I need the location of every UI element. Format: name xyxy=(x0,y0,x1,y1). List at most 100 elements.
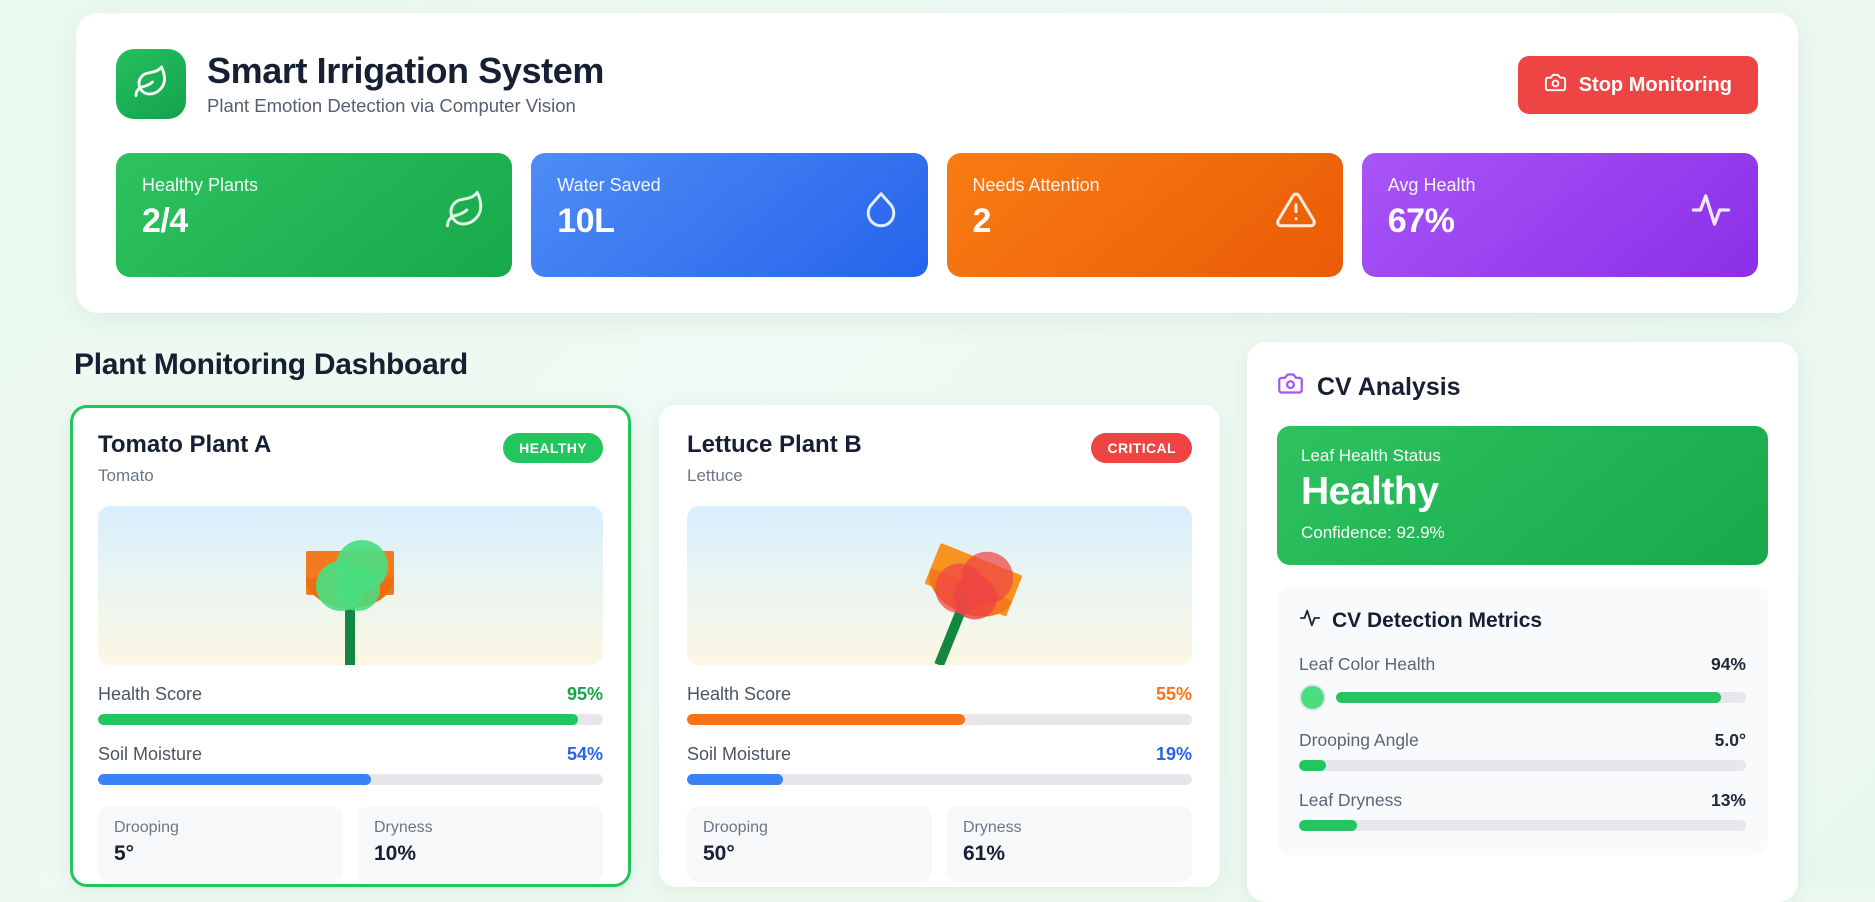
plant-identity: Lettuce Plant B Lettuce xyxy=(687,431,862,486)
pulse-icon xyxy=(1299,607,1321,635)
cv-metric-bar-fill xyxy=(1299,760,1326,771)
plant-name: Lettuce Plant B xyxy=(687,431,862,458)
drooping-label: Drooping xyxy=(114,819,179,836)
cv-metric-bar-wrap xyxy=(1299,760,1746,771)
stat-value: 10L xyxy=(557,202,615,240)
stat-label: Needs Attention xyxy=(972,175,1100,195)
stop-monitoring-label: Stop Monitoring xyxy=(1578,73,1732,96)
dashboard-title: Plant Monitoring Dashboard xyxy=(74,348,468,381)
soil-moisture-bar xyxy=(98,774,603,785)
drooping-value: 50° xyxy=(703,842,735,865)
header-panel: Smart Irrigation System Plant Emotion De… xyxy=(76,13,1798,313)
stat-card-water-saved[interactable]: Water Saved 10L xyxy=(531,153,928,277)
header-top-row: Smart Irrigation System Plant Emotion De… xyxy=(116,49,1758,119)
plant-cards-area: Tomato Plant A Tomato HEALTHY Health Sco… xyxy=(70,405,1240,887)
stat-value: 67% xyxy=(1387,202,1455,240)
stat-text: Needs Attention 2 xyxy=(973,175,1100,241)
confidence-text: Confidence: 92.9% xyxy=(1301,523,1445,542)
brand-text: Smart Irrigation System Plant Emotion De… xyxy=(207,51,604,116)
soil-moisture-value: 19% xyxy=(1155,744,1192,764)
stat-label: Avg Health xyxy=(1387,175,1476,195)
plant-graphic xyxy=(306,540,394,665)
health-score-label: Health Score xyxy=(687,684,792,704)
cv-metric-drooping-angle: Drooping Angle 5.0° xyxy=(1299,730,1746,771)
plant-card-header: Lettuce Plant B Lettuce CRITICAL xyxy=(687,431,1192,486)
soil-moisture-value: 54% xyxy=(566,744,603,764)
cv-metric-value: 5.0° xyxy=(1714,730,1746,750)
stat-label: Water Saved xyxy=(557,175,661,195)
cv-metric-bar-fill xyxy=(1299,820,1358,831)
plant-illustration xyxy=(98,506,603,665)
soil-moisture-label: Soil Moisture xyxy=(687,744,792,764)
page-title: Smart Irrigation System xyxy=(207,50,604,92)
health-score-bar xyxy=(687,714,1192,725)
leaf-icon xyxy=(133,64,169,105)
health-score-value: 55% xyxy=(1155,684,1192,704)
leaf-health-status-card: Leaf Health Status Healthy Confidence: 9… xyxy=(1277,426,1768,565)
cv-detection-metrics-label: CV Detection Metrics xyxy=(1332,609,1543,632)
dryness-value: 61% xyxy=(963,842,1006,865)
stat-value: 2 xyxy=(972,202,992,240)
soil-moisture-bar-fill xyxy=(687,774,783,785)
status-badge: CRITICAL xyxy=(1091,433,1192,463)
soil-moisture-row: Soil Moisture 19% xyxy=(687,744,1192,765)
dryness-box: Dryness 10% xyxy=(358,806,603,882)
leaf-health-status-label: Leaf Health Status xyxy=(1301,446,1441,465)
drooping-value: 5° xyxy=(114,842,135,865)
stat-text: Healthy Plants 2/4 xyxy=(142,175,258,241)
cv-metric-bar xyxy=(1299,820,1746,831)
plant-name: Tomato Plant A xyxy=(98,431,272,458)
stop-monitoring-button[interactable]: Stop Monitoring xyxy=(1517,56,1758,114)
cv-metric-label: Leaf Dryness xyxy=(1299,790,1403,810)
drooping-box: Drooping 50° xyxy=(687,806,932,882)
droplet-icon xyxy=(860,189,902,236)
cv-metric-bar-wrap xyxy=(1299,820,1746,831)
drooping-box: Drooping 5° xyxy=(98,806,343,882)
brand: Smart Irrigation System Plant Emotion De… xyxy=(116,49,604,119)
plant-species: Tomato xyxy=(98,466,154,485)
plant-card-tomato-plant-a[interactable]: Tomato Plant A Tomato HEALTHY Health Sco… xyxy=(70,405,631,887)
health-score-label: Health Score xyxy=(98,684,203,704)
stat-card-needs-attention[interactable]: Needs Attention 2 xyxy=(946,153,1343,277)
soil-moisture-row: Soil Moisture 54% xyxy=(98,744,603,765)
page-subtitle: Plant Emotion Detection via Computer Vis… xyxy=(207,94,576,116)
cv-detection-metrics: CV Detection Metrics Leaf Color Health 9… xyxy=(1277,587,1768,855)
stat-label: Healthy Plants xyxy=(142,175,259,195)
dryness-box: Dryness 61% xyxy=(947,806,1192,882)
health-score-row: Health Score 55% xyxy=(687,684,1192,705)
cv-analysis-panel: CV Analysis Leaf Health Status Healthy C… xyxy=(1247,342,1798,902)
plant-sub-metrics: Drooping 5° Dryness 10% xyxy=(98,806,603,882)
soil-moisture-bar-fill xyxy=(98,774,371,785)
cv-metric-leaf-color-health: Leaf Color Health 94% xyxy=(1299,654,1746,711)
stats-row: Healthy Plants 2/4 Water Saved 10L xyxy=(116,153,1758,277)
cv-metric-bar-wrap xyxy=(1299,684,1746,711)
health-score-bar xyxy=(98,714,603,725)
app-logo xyxy=(116,49,186,119)
cv-metric-row: Leaf Color Health 94% xyxy=(1299,654,1746,675)
cv-metric-label: Leaf Color Health xyxy=(1299,654,1436,674)
stat-card-avg-health[interactable]: Avg Health 67% xyxy=(1361,153,1758,277)
camera-icon xyxy=(1544,71,1567,100)
cv-metric-value: 94% xyxy=(1710,654,1746,674)
stat-card-healthy-plants[interactable]: Healthy Plants 2/4 xyxy=(116,153,513,277)
cv-metric-row: Drooping Angle 5.0° xyxy=(1299,730,1746,751)
warning-icon xyxy=(1275,189,1317,236)
plant-illustration xyxy=(687,506,1192,665)
health-score-bar-fill xyxy=(98,714,578,725)
dryness-label: Dryness xyxy=(374,819,433,836)
cv-analysis-title: CV Analysis xyxy=(1277,370,1768,404)
cv-metric-label: Drooping Angle xyxy=(1299,730,1419,750)
stat-value: 2/4 xyxy=(142,202,188,240)
plant-card-lettuce-plant-b[interactable]: Lettuce Plant B Lettuce CRITICAL Health … xyxy=(659,405,1220,887)
plant-card-header: Tomato Plant A Tomato HEALTHY xyxy=(98,431,603,486)
drooping-label: Drooping xyxy=(703,819,768,836)
plant-sub-metrics: Drooping 50° Dryness 61% xyxy=(687,806,1192,882)
camera-icon xyxy=(1277,370,1304,404)
stat-text: Avg Health 67% xyxy=(1388,175,1476,241)
plant-graphic xyxy=(925,543,1022,665)
cv-metric-bar xyxy=(1299,760,1746,771)
cv-metric-value: 13% xyxy=(1710,790,1746,810)
pulse-icon xyxy=(1690,189,1732,236)
cv-metric-bar xyxy=(1336,692,1746,703)
health-score-row: Health Score 95% xyxy=(98,684,603,705)
